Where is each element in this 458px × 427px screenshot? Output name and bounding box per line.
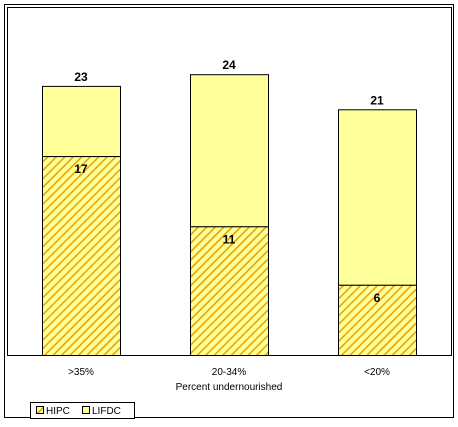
data-label-hipc-2: 6	[374, 291, 381, 305]
x-axis-title: Percent undernourished	[176, 382, 283, 393]
legend-swatch-hipc	[36, 406, 44, 414]
bars-group	[42, 74, 417, 356]
x-tick-label-0: >35%	[68, 367, 94, 378]
legend-label-lifdc: LIFDC	[92, 406, 121, 417]
bar-lifdc-1	[190, 74, 269, 228]
bar-hipc-1	[190, 226, 269, 356]
bar-hipc-0	[42, 156, 121, 356]
bar-lifdc-2	[338, 109, 417, 286]
legend-label-hipc: HIPC	[46, 406, 70, 417]
legend: HIPC LIFDC	[30, 402, 135, 419]
data-label-hipc-0: 17	[74, 162, 88, 176]
value-labels-group: 17 23 11 24 6 21	[74, 58, 384, 305]
x-tick-label-2: <20%	[364, 367, 390, 378]
data-label-total-0: 23	[74, 70, 88, 84]
x-tick-label-1: 20-34%	[212, 367, 247, 378]
x-tick-labels-group: >35% 20-34% <20%	[68, 367, 390, 378]
bar-hipc-2	[338, 284, 417, 356]
data-label-total-2: 21	[370, 93, 384, 107]
data-label-hipc-1: 11	[223, 232, 236, 246]
bar-lifdc-0	[42, 85, 121, 158]
data-label-total-1: 24	[222, 58, 236, 72]
legend-swatch-lifdc	[82, 406, 90, 414]
